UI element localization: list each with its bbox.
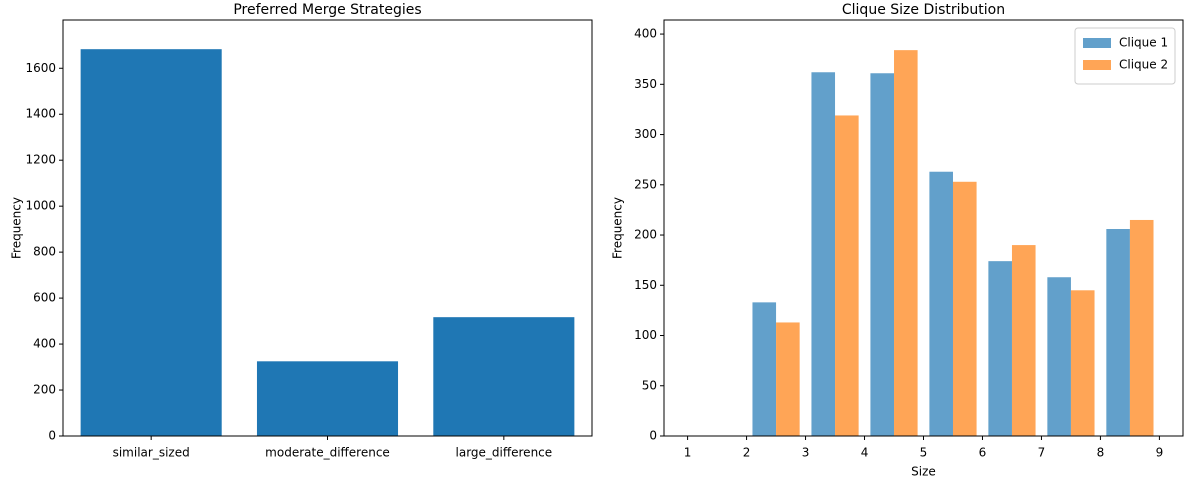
x-tick-label: 2 <box>743 446 751 460</box>
x-tick-label: 9 <box>1156 446 1164 460</box>
y-tick-label: 400 <box>33 337 56 351</box>
x-tick-label: 7 <box>1038 446 1046 460</box>
y-tick-label: 50 <box>642 378 657 392</box>
y-tick-label: 600 <box>33 291 56 305</box>
legend-swatch <box>1083 38 1111 48</box>
histogram-bar <box>1129 219 1154 436</box>
histogram-bar <box>1047 277 1071 436</box>
bar <box>80 49 222 436</box>
x-tick-label: large_difference <box>456 446 553 460</box>
y-tick-label: 1200 <box>25 153 56 167</box>
x-tick-label: 8 <box>1097 446 1105 460</box>
axes-frame <box>62 19 593 437</box>
y-tick-label: 1600 <box>25 61 56 75</box>
bar <box>433 317 575 436</box>
y-tick-label: 300 <box>634 127 657 141</box>
y-tick-label: 1000 <box>25 199 56 213</box>
x-tick-label: moderate_difference <box>265 446 390 460</box>
histogram-bar <box>811 72 836 436</box>
y-tick-label: 250 <box>634 177 657 191</box>
y-axis-label: Frequency <box>10 197 24 259</box>
x-tick-label: 5 <box>920 446 928 460</box>
x-tick-label: 3 <box>802 446 810 460</box>
histogram-bar <box>835 115 859 437</box>
histogram-bar <box>1070 290 1095 436</box>
histogram-bar <box>776 322 800 436</box>
chart-title: Clique Size Distribution <box>842 2 1005 18</box>
legend-label: Clique 2 <box>1119 58 1168 72</box>
histogram-bar <box>1011 245 1036 436</box>
y-tick-label: 0 <box>649 429 657 443</box>
x-tick-label: 4 <box>861 446 869 460</box>
histogram-bar <box>894 50 918 436</box>
legend-label: Clique 1 <box>1119 36 1168 50</box>
histogram-bar <box>952 181 977 436</box>
histogram-bar <box>1106 229 1130 436</box>
histogram-bar <box>988 261 1012 436</box>
y-axis-label: Frequency <box>611 197 625 259</box>
histogram-bar <box>870 73 895 436</box>
histogram-bar <box>929 171 953 436</box>
y-tick-label: 100 <box>634 328 657 342</box>
y-tick-label: 400 <box>634 27 657 41</box>
axes-frame <box>663 19 1184 437</box>
x-tick-label: 1 <box>684 446 692 460</box>
bar <box>256 361 399 436</box>
y-tick-label: 200 <box>33 383 56 397</box>
chart-title: Preferred Merge Strategies <box>233 2 421 18</box>
x-tick-label: similar_sized <box>113 446 190 460</box>
histogram-bar <box>752 302 777 436</box>
y-tick-label: 1400 <box>25 107 56 121</box>
legend-swatch <box>1083 60 1111 70</box>
y-tick-label: 200 <box>634 228 657 242</box>
y-tick-label: 800 <box>33 245 56 259</box>
x-tick-label: 6 <box>979 446 987 460</box>
x-axis-label: Size <box>911 465 936 479</box>
y-tick-label: 350 <box>634 77 657 91</box>
y-tick-label: 0 <box>48 429 56 443</box>
y-tick-label: 150 <box>634 278 657 292</box>
